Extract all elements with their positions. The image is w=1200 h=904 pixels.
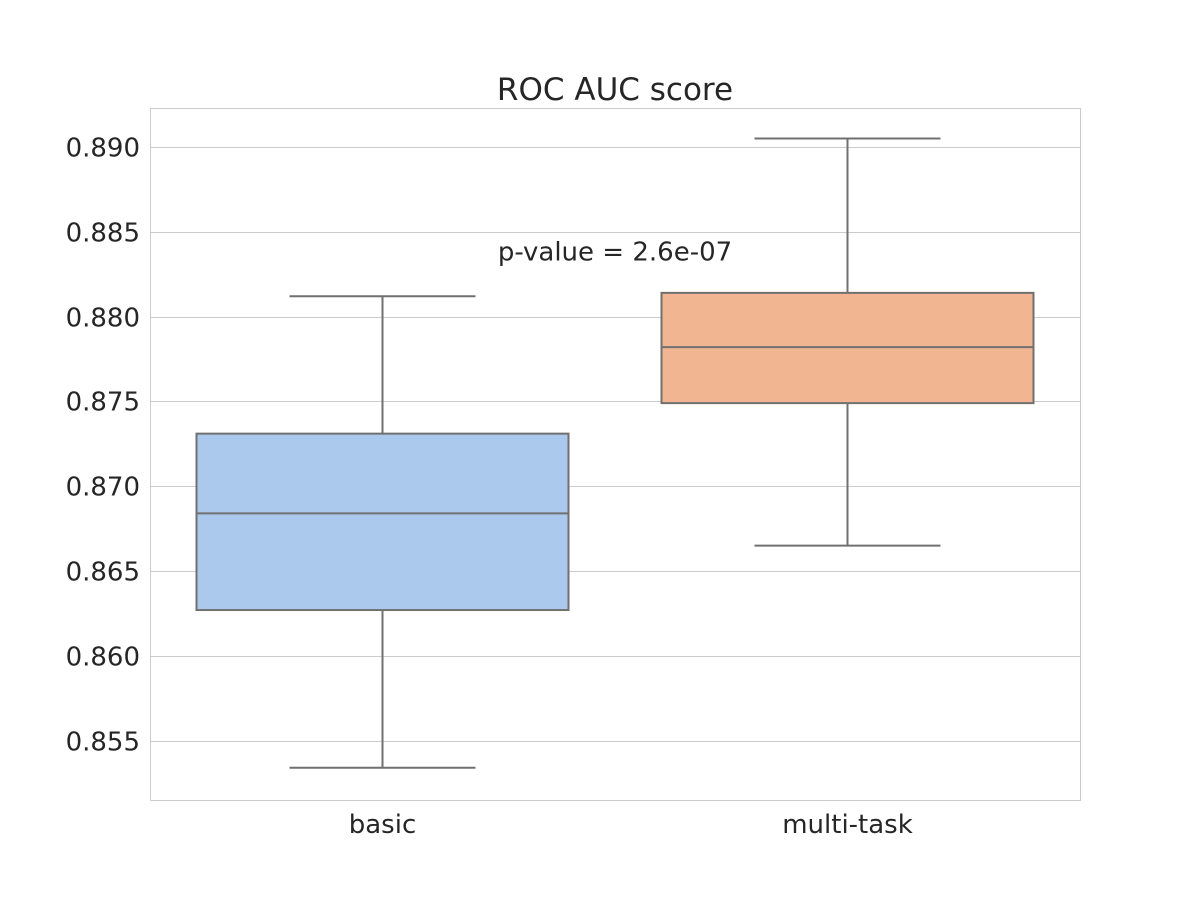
x-tick-label: basic (349, 810, 417, 840)
x-tick-label: multi-task (782, 810, 913, 840)
x-axis-tick-labels: basic multi-task (349, 810, 913, 840)
y-tick-label: 0.880 (66, 304, 140, 334)
box-series (195, 137, 1035, 769)
box-multi-task (660, 137, 1035, 547)
p-value-annotation: p-value = 2.6e-07 (498, 238, 732, 268)
y-tick-label: 0.865 (66, 558, 140, 588)
chart-title: ROC AUC score (497, 72, 733, 108)
y-tick-label: 0.860 (66, 643, 140, 673)
y-tick-label: 0.855 (66, 728, 140, 758)
box-basic (195, 295, 570, 769)
interquartile-box (195, 432, 570, 612)
y-tick-label: 0.875 (66, 388, 140, 418)
annotations: p-value = 2.6e-07 (498, 238, 732, 268)
y-tick-label: 0.890 (66, 134, 140, 164)
plot-area-frame (150, 108, 1081, 801)
y-axis-tick-labels: 0.855 0.860 0.865 0.870 0.875 0.880 0.885 0.890 (66, 134, 140, 758)
y-tick-label: 0.870 (66, 473, 140, 503)
y-tick-label: 0.885 (66, 219, 140, 249)
